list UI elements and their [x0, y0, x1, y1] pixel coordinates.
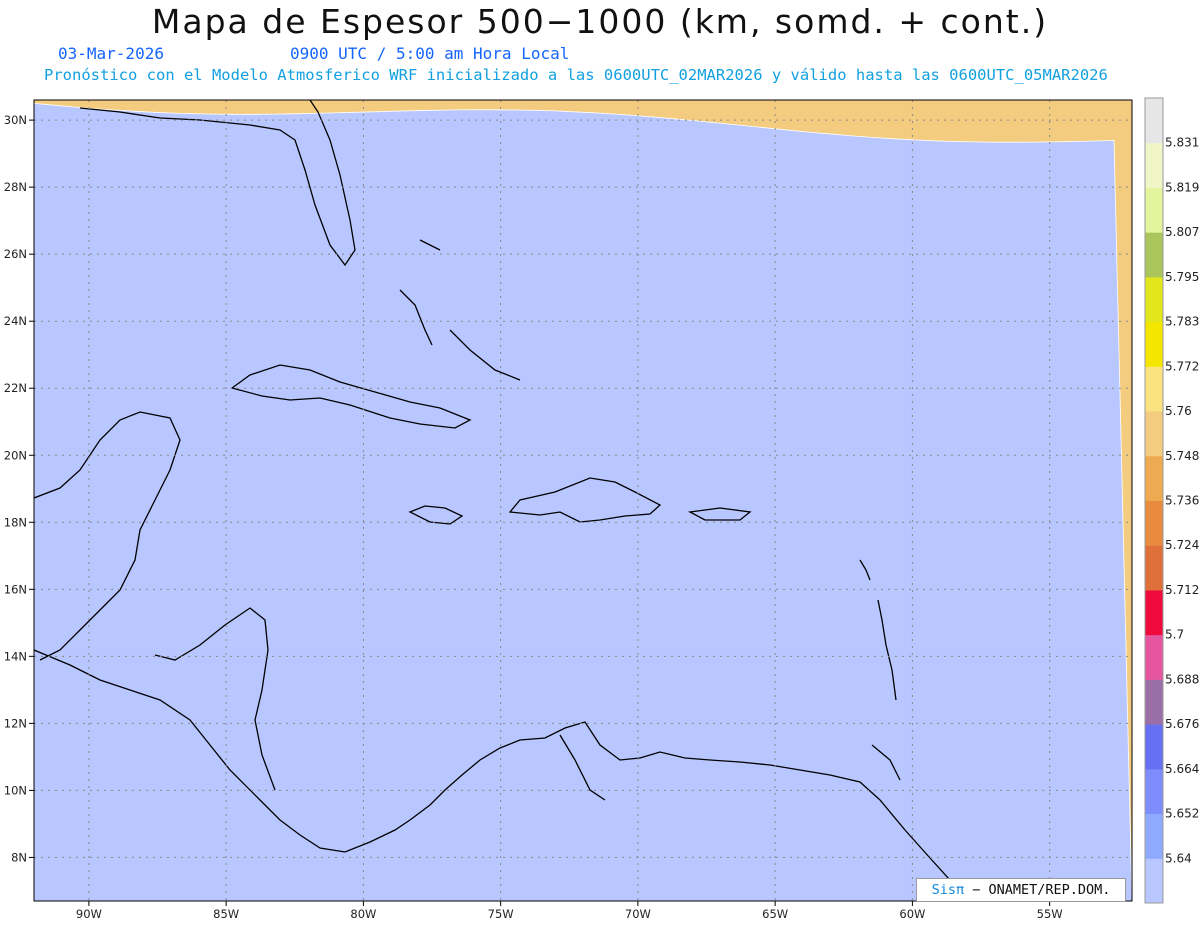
colorbar-swatch: [1145, 411, 1163, 457]
lat-label: 12N: [4, 716, 27, 730]
colorbar-swatch: [1145, 366, 1163, 412]
lon-label: 60W: [899, 907, 925, 921]
lat-label: 22N: [4, 381, 27, 395]
credit-brand: Sisπ: [931, 882, 965, 898]
map-title: Mapa de Espesor 500−1000 (km, somd. + co…: [151, 2, 1049, 41]
colorbar-label: 5.748: [1165, 449, 1199, 463]
lat-label: 8N: [11, 850, 27, 864]
lon-label: 70W: [625, 907, 651, 921]
colorbar-swatch: [1145, 142, 1163, 188]
colorbar-swatch: [1145, 187, 1163, 233]
coastlines: [34, 100, 971, 901]
colorbar-label: 5.819: [1165, 180, 1199, 194]
colorbar-swatch: [1145, 768, 1163, 815]
colorbar-label: 5.712: [1165, 583, 1199, 597]
colorbar-border: [1144, 97, 1164, 904]
colorbar-label: 5.688: [1165, 672, 1199, 686]
colorbar-swatch: [1145, 500, 1163, 546]
colorbar-swatch: [1145, 321, 1163, 367]
colorbar-swatch: [1145, 813, 1163, 859]
colorbar-swatch: [1145, 858, 1163, 904]
colorbar-swatch: [1145, 455, 1163, 501]
axis-ticks: 90W 85W 80W 75W 70W 65W 60W 55W 30N 28N 26N 24N 22N 2…: [4, 113, 1063, 921]
credit-org: − ONAMET/REP.DOM.: [964, 882, 1111, 898]
lat-label: 24N: [4, 314, 27, 328]
colorbar-swatch: [1145, 724, 1163, 770]
map-border: [33, 99, 1133, 902]
credit-box: Sisπ − ONAMET/REP.DOM.: [916, 878, 1126, 902]
map-frame: [34, 100, 1132, 901]
lat-label: 18N: [4, 515, 27, 529]
colorbar-swatch: [1145, 634, 1163, 680]
colorbar-label: 5.831: [1165, 136, 1199, 150]
lat-label: 14N: [4, 649, 27, 663]
colorbar-label: 5.664: [1165, 762, 1199, 776]
lat-label: 26N: [4, 247, 27, 261]
colorbar-label: 5.724: [1165, 538, 1199, 552]
colorbar-swatch: [1145, 679, 1163, 725]
lon-label: 85W: [213, 907, 239, 921]
colorbar-label: 5.652: [1165, 807, 1199, 821]
colorbar-swatch: [1145, 232, 1163, 278]
lat-label: 28N: [4, 180, 27, 194]
colorbar-label: 5.807: [1165, 225, 1199, 239]
lon-label: 65W: [762, 907, 788, 921]
colorbar-label: 5.7: [1165, 628, 1184, 642]
lon-label: 55W: [1037, 907, 1063, 921]
graticule: [34, 100, 1132, 901]
colorbar-label: 5.783: [1165, 315, 1199, 329]
lon-label: 90W: [76, 907, 102, 921]
lon-label: 80W: [350, 907, 376, 921]
lat-label: 20N: [4, 448, 27, 462]
forecast-date: 03-Mar-2026: [58, 44, 164, 63]
thickness-band: [34, 102, 1132, 901]
colorbar-swatch: [1145, 98, 1163, 144]
thickness-bands: [34, 102, 1132, 901]
lat-label: 16N: [4, 582, 27, 596]
lon-label: 75W: [488, 907, 514, 921]
lat-label: 30N: [4, 113, 27, 127]
colorbar-label: 5.76: [1165, 404, 1192, 418]
colorbar-label: 5.676: [1165, 717, 1199, 731]
colorbar-swatch: [1145, 545, 1163, 591]
forecast-description: Pronóstico con el Modelo Atmosferico WRF…: [44, 66, 1108, 84]
colorbar-label: 5.736: [1165, 494, 1199, 508]
colorbar-label: 5.772: [1165, 359, 1199, 373]
colorbar: 5.64 5.652 5.664 5.676 5.688 5.7 5.712 5.724 5.7…: [1144, 97, 1199, 904]
colorbar-swatch: [1145, 276, 1163, 323]
lat-label: 10N: [4, 783, 27, 797]
forecast-time: 0900 UTC / 5:00 am Hora Local: [290, 44, 570, 63]
colorbar-label: 5.64: [1165, 851, 1192, 865]
colorbar-swatch: [1145, 589, 1163, 636]
colorbar-label: 5.795: [1165, 270, 1199, 284]
